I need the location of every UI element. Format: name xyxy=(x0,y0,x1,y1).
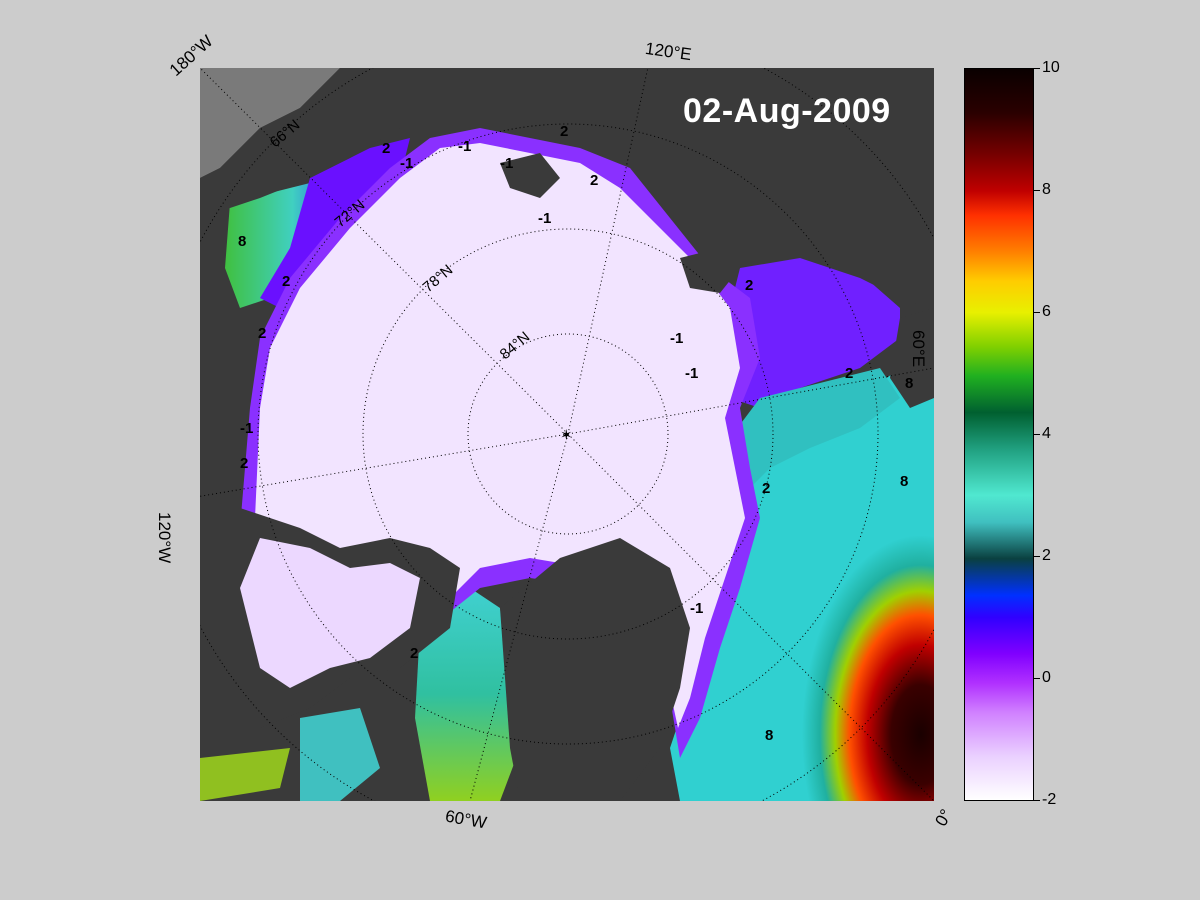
meridian-180 xyxy=(200,68,569,435)
colorbar-tick-label: 10 xyxy=(1042,59,1060,76)
meridian-60w xyxy=(469,433,569,801)
colorbar-tick xyxy=(1034,678,1040,679)
graticule-circle-84 xyxy=(467,333,669,535)
contour-label: -1 xyxy=(400,155,413,172)
greenland-land xyxy=(500,538,690,801)
contour-label: 2 xyxy=(258,325,266,342)
graticule xyxy=(200,68,934,801)
colorbar-tick-label: 0 xyxy=(1042,669,1051,686)
date-label: 02-Aug-2009 xyxy=(683,92,891,130)
contour-label: 2 xyxy=(382,140,390,157)
alaska-land xyxy=(200,68,500,218)
meridian-120e xyxy=(567,68,649,435)
colorbar-tick xyxy=(1034,434,1040,435)
colorbar-tick-label: 4 xyxy=(1042,425,1051,442)
colorbar-tick-label: 6 xyxy=(1042,303,1051,320)
contour-label: 2 xyxy=(590,172,598,189)
lon-label-120w: 120°W xyxy=(155,512,174,564)
contour-label: -1 xyxy=(690,600,703,617)
colorbar-tick-label: 2 xyxy=(1042,547,1051,564)
colorbar-tick xyxy=(1034,190,1040,191)
svalbard-land xyxy=(680,248,740,293)
atlantic-water xyxy=(670,358,934,801)
colorbar-tick xyxy=(1034,556,1040,557)
colorbar-tick xyxy=(1034,800,1040,801)
colorbar-tick xyxy=(1034,68,1040,69)
hudson-teal xyxy=(300,708,380,801)
lon-label-60e: 60°E xyxy=(909,330,928,368)
graticule-circle-72 xyxy=(257,123,879,745)
contour-label: 8 xyxy=(765,727,773,744)
contour-label: -1 xyxy=(670,330,683,347)
colorbar-gradient xyxy=(964,68,1034,801)
chukchi-purple xyxy=(260,138,410,308)
lon-label-0: 0° xyxy=(931,805,956,830)
contour-label: -1 xyxy=(240,420,253,437)
fjl-land xyxy=(500,153,560,198)
map-panel: ✶ 66°N 72°N 78°N 84°N -1 -1 -1 -1 -1 -1 … xyxy=(200,68,934,801)
lon-label-120e: 120°E xyxy=(643,38,693,65)
contour-label: 8 xyxy=(900,473,908,490)
colorbar-tick-label: -2 xyxy=(1042,791,1057,808)
contour-label: 2 xyxy=(745,277,753,294)
colorbar-tick xyxy=(1034,312,1040,313)
baffin-water xyxy=(415,588,520,801)
contour-label: 8 xyxy=(238,233,246,250)
colorbar-tick-label: 8 xyxy=(1042,181,1051,198)
polar-map: ✶ 66°N 72°N 78°N 84°N -1 -1 -1 -1 -1 -1 … xyxy=(200,68,934,801)
contour-label: 2 xyxy=(845,365,853,382)
contour-label: -1 xyxy=(458,138,471,155)
siberia-land xyxy=(500,68,934,308)
contour-label: 2 xyxy=(560,123,568,140)
lon-label-60w: 60°W xyxy=(443,806,489,833)
contour-label: -1 xyxy=(685,365,698,382)
contour-label: -1 xyxy=(500,155,513,172)
canada-ice-patch xyxy=(240,538,420,688)
barents-teal xyxy=(720,368,900,498)
hudson-water xyxy=(200,748,290,801)
barents-water xyxy=(720,258,900,408)
colorbar: 10 8 6 4 2 0 -2 xyxy=(964,59,1060,808)
contour-label: 2 xyxy=(762,480,770,497)
graticule-circle-78 xyxy=(362,228,774,640)
contour-label: 8 xyxy=(905,375,913,392)
scandinavia-land xyxy=(890,308,934,408)
contour-label: 2 xyxy=(282,273,290,290)
contour-label: -1 xyxy=(538,210,551,227)
north-pole-marker: ✶ xyxy=(560,427,573,444)
contour-label: 2 xyxy=(410,645,418,662)
contour-label: 2 xyxy=(240,455,248,472)
